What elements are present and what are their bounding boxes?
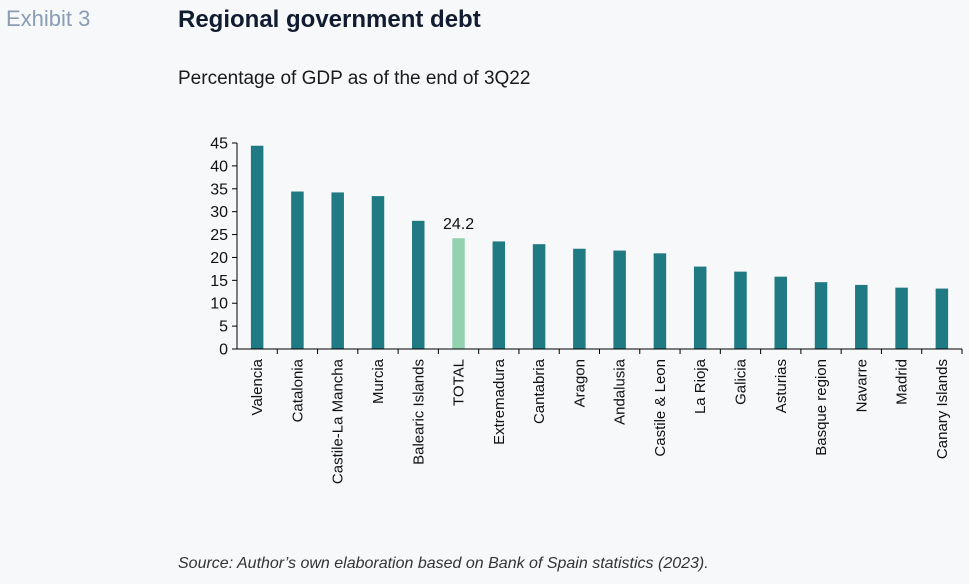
bar-valencia — [250, 145, 264, 349]
bar-murcia — [371, 196, 385, 349]
bars-group — [250, 145, 949, 349]
bar-aragon — [573, 248, 586, 349]
chart-title: Regional government debt — [178, 6, 481, 33]
y-tick-label: 25 — [210, 227, 228, 244]
x-tick-label: Andalusia — [612, 358, 629, 425]
bar-andalusia — [613, 250, 626, 349]
bar-madrid — [895, 287, 908, 349]
bar-galicia — [734, 271, 747, 349]
x-tick-label: TOTAL — [451, 359, 468, 406]
x-tick-label: Extremadura — [491, 358, 508, 445]
bar-castile-leon — [653, 253, 667, 349]
bar-navarre — [855, 284, 868, 349]
chart-subtitle: Percentage of GDP as of the end of 3Q22 — [178, 68, 531, 89]
bar-extremadura — [492, 241, 506, 349]
bar-basque-region — [814, 282, 828, 349]
bar-cantabria — [532, 244, 546, 349]
y-tick-label: 5 — [219, 319, 228, 336]
x-tick-label: Basque region — [813, 359, 830, 456]
x-tick-label: Castile-La Mancha — [330, 358, 347, 484]
bar-catalonia — [291, 191, 304, 349]
bar-la-rioja — [693, 266, 707, 349]
x-tick-label: Balearic Islands — [410, 359, 427, 465]
y-axis: 0 5 10 15 20 25 30 35 40 45 — [210, 136, 238, 359]
y-tick-label: 30 — [210, 204, 228, 221]
bar-castile-la-mancha — [331, 192, 344, 349]
data-labels: 24.2 — [443, 216, 474, 233]
y-tick-label: 45 — [210, 136, 228, 153]
x-axis: Valencia Catalonia Castile-La Mancha Murcia… — [237, 348, 963, 484]
x-tick-label: Catalonia — [289, 358, 306, 422]
y-tick-label: 0 — [219, 342, 228, 359]
bar-canary-islands — [935, 288, 949, 349]
y-tick-label: 40 — [210, 158, 228, 175]
x-tick-label: Madrid — [894, 359, 911, 405]
x-tick-label: Canary Islands — [934, 359, 951, 459]
data-label: 24.2 — [443, 216, 474, 233]
x-tick-label: Valencia — [249, 358, 266, 415]
y-tick-label: 35 — [210, 181, 228, 198]
source-note: Source: Author’s own elaboration based o… — [178, 555, 709, 572]
x-tick-label: Navarre — [853, 359, 870, 412]
exhibit-label: Exhibit 3 — [6, 6, 91, 31]
bar-total — [452, 238, 465, 349]
x-tick-label: Galicia — [732, 358, 749, 405]
x-tick-label: La Rioja — [692, 358, 709, 414]
x-tick-label: Asturias — [773, 359, 790, 413]
x-tick-label: Cantabria — [531, 358, 548, 424]
x-tick-label: Murcia — [370, 358, 387, 404]
x-tick-label: Castile & Leon — [652, 359, 669, 457]
y-tick-label: 15 — [210, 273, 228, 290]
bar-asturias — [774, 276, 787, 349]
x-tick-label: Aragon — [571, 359, 588, 407]
bar-balearic-islands — [412, 220, 425, 349]
y-tick-label: 10 — [210, 296, 228, 313]
y-tick-label: 20 — [210, 250, 228, 267]
